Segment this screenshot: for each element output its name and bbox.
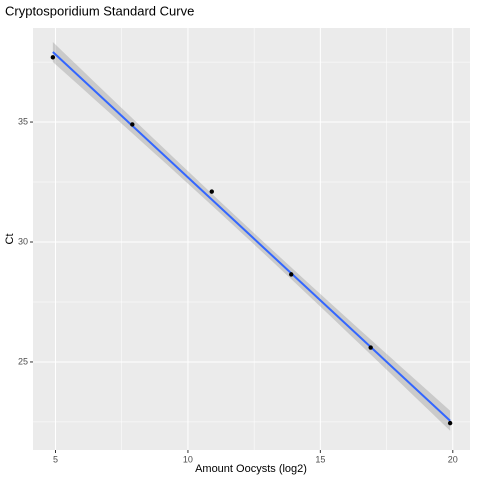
point xyxy=(50,55,56,60)
point xyxy=(130,122,135,127)
x-tick-label: 20 xyxy=(448,454,458,464)
point xyxy=(289,272,294,277)
point xyxy=(209,189,214,194)
chart-title: Cryptosporidium Standard Curve xyxy=(5,3,194,18)
y-tick-label: 35 xyxy=(18,116,28,126)
y-axis-label: Ct xyxy=(4,234,16,245)
fit-line xyxy=(52,51,451,422)
x-tick-label: 10 xyxy=(183,454,193,464)
panel xyxy=(33,28,470,450)
y-tick-label: 25 xyxy=(18,356,28,366)
x-tick-label: 5 xyxy=(53,454,58,464)
x-tick-label: 15 xyxy=(315,454,325,464)
x-axis-label: Amount Oocysts (log2) xyxy=(195,463,307,475)
y-tick-label: 30 xyxy=(18,236,28,246)
point xyxy=(368,345,373,350)
point xyxy=(447,420,453,426)
